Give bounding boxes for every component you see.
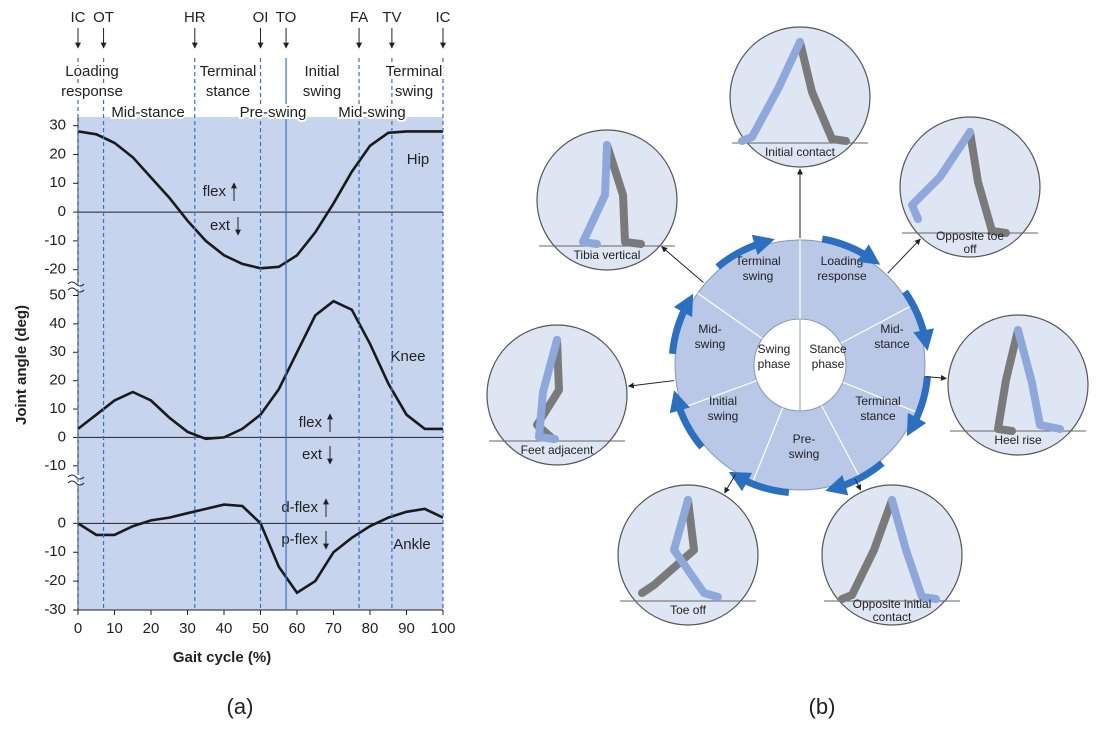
x-tick-label: 80 [362,620,379,637]
y-tick-label: 0 [58,203,66,220]
ring-label: Mid- [880,322,903,336]
series-name: Ankle [393,536,431,553]
x-tick-label: 50 [252,620,269,637]
y-tick-label: 0 [58,428,66,445]
y-tick-label: 40 [49,315,66,332]
x-tick-label: 90 [398,620,415,637]
series-name: Hip [407,151,430,168]
y-tick-label: -20 [44,261,66,278]
phase-label: Loading [65,63,118,80]
pose-arrow [628,381,673,387]
pose-caption: Opposite toe [936,229,1004,243]
y-tick-label: -10 [44,232,66,249]
event-label: IC [71,9,86,26]
y-tick-label: -30 [44,601,66,618]
phase-label: stance [206,83,250,100]
phase-label: Initial [304,63,339,80]
y-tick-label: 30 [49,117,66,134]
x-tick-label: 100 [430,620,455,637]
event-label: FA [350,9,368,26]
pose-arrow [888,239,921,273]
ring-label: response [817,269,867,283]
ring-label: Mid- [698,322,721,336]
x-tick-label: 0 [74,620,82,637]
phase-label: swing [395,83,433,100]
phase-label: Terminal [386,63,443,80]
y-tick-label: 0 [58,514,66,531]
ring-label: swing [695,337,726,351]
x-tick-label: 30 [179,620,196,637]
pose-caption: Tibia vertical [574,248,641,262]
phase-label: Mid-swing [338,104,406,121]
y-tick-label: -10 [44,457,66,474]
annotation: ext [302,446,323,463]
pose-caption: Opposite initial [853,597,932,611]
ring-label: swing [789,447,820,461]
y-tick-label: 20 [49,145,66,162]
x-tick-label: 60 [289,620,306,637]
ring-label: Loading [821,254,864,268]
center-label: Swing [758,342,791,356]
x-tick-label: 10 [106,620,123,637]
panel-label: (b) [809,694,836,719]
event-label: OT [93,9,114,26]
ring-label: Terminal [735,254,780,268]
pose-arrow [725,474,736,493]
annotation: flex [299,414,323,431]
ring-label: stance [874,337,910,351]
ring-label: Initial [709,394,737,408]
y-tick-label: 20 [49,372,66,389]
event-label: OI [253,9,269,26]
ring-label: Terminal [855,394,900,408]
phase-label: Pre-swing [240,104,307,121]
x-tick-label: 20 [143,620,160,637]
event-label: TO [276,9,297,26]
phase-label: response [61,83,123,100]
x-tick-label: 70 [325,620,342,637]
pose-caption: Initial contact [765,145,836,159]
phase-label: Mid-stance [111,104,184,121]
event-label: HR [184,9,206,26]
pose-caption: Toe off [670,603,706,617]
pose-caption: Heel rise [994,433,1042,447]
annotation: p-flex [281,531,318,548]
annotation: ext [210,217,231,234]
panel-a: 3020100-10-20Hipflexext50403020100-10Kne… [13,9,456,719]
phase-label: Terminal [200,63,257,80]
annotation: flex [203,183,227,200]
y-tick-label: 50 [49,286,66,303]
ring-label: stance [860,409,896,423]
ring-label: Pre- [793,432,816,446]
ring-label: swing [708,409,739,423]
y-tick-label: -10 [44,543,66,560]
phase-label: swing [303,83,341,100]
series-name: Knee [390,348,425,365]
x-axis-label: Gait cycle (%) [173,649,271,666]
event-label: TV [382,9,401,26]
pose-caption: Feet adjacent [521,443,594,457]
center-label: phase [758,357,791,371]
center-label: phase [812,357,845,371]
x-tick-label: 40 [216,620,233,637]
center-label: Stance [809,342,847,356]
y-tick-label: 10 [49,174,66,191]
ring-label: swing [743,269,774,283]
pose-caption: contact [873,610,912,624]
y-tick-label: 10 [49,400,66,417]
y-tick-label: -20 [44,572,66,589]
pose-arrow [662,247,704,283]
y-axis-label: Joint angle (deg) [13,305,30,425]
event-label: IC [436,9,451,26]
panel-label: (a) [227,694,254,719]
pose-caption: off [963,242,977,256]
panel-b: TerminalswingLoadingresponseMid-stanceTe… [487,27,1088,719]
annotation: d-flex [281,499,318,516]
y-tick-label: 30 [49,343,66,360]
figure: 3020100-10-20Hipflexext50403020100-10Kne… [0,0,1108,726]
